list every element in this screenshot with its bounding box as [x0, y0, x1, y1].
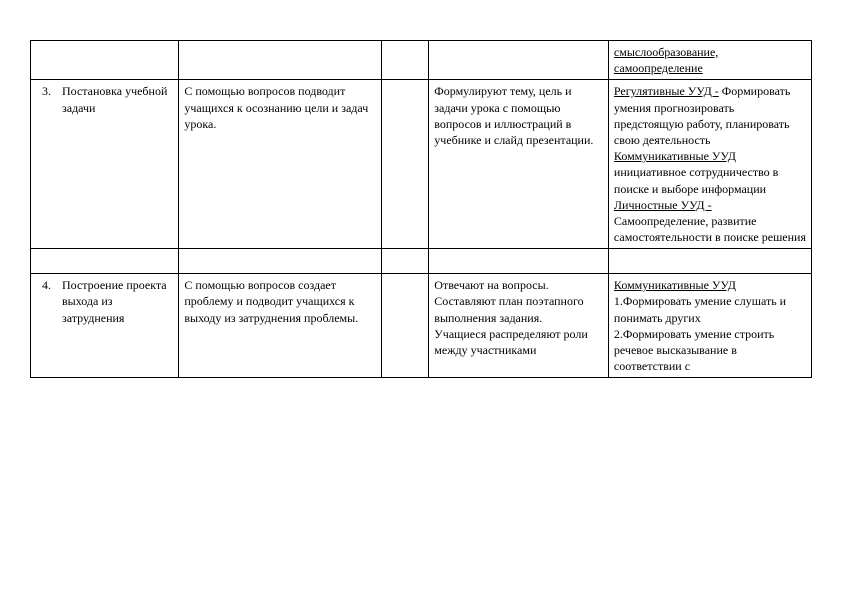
cell-blank — [382, 274, 429, 378]
uud-text: Самоопределение, развитие самостоятельно… — [614, 214, 806, 244]
cell-teacher — [179, 41, 382, 80]
uud-heading: самоопределение — [614, 61, 703, 75]
cell-students — [429, 41, 609, 80]
uud-heading: Регулятивные УУД - — [614, 84, 719, 98]
table-row: смыслообразование, самоопределение — [31, 41, 812, 80]
cell-students — [429, 249, 609, 274]
lesson-plan-table: смыслообразование, самоопределение 3. По… — [30, 40, 812, 378]
cell-blank — [382, 80, 429, 249]
uud-text: инициативное сотрудничество в поиске и в… — [614, 165, 778, 195]
stage-number: 3. — [36, 83, 55, 99]
table-row — [31, 249, 812, 274]
cell-uud: Коммуникативные УУД 1.Формировать умение… — [608, 274, 811, 378]
cell-teacher: С помощью вопросов подводит учащихся к о… — [179, 80, 382, 249]
table-row: 4. Построение проекта выхода из затрудне… — [31, 274, 812, 378]
stage-title: Построение проекта выхода из затруднения — [62, 277, 173, 326]
cell-teacher: С помощью вопросов создает проблему и по… — [179, 274, 382, 378]
cell-students: Отвечают на вопросы. Составляют план поэ… — [429, 274, 609, 378]
cell-uud — [608, 249, 811, 274]
table-row: 3. Постановка учебной задачи С помощью в… — [31, 80, 812, 249]
cell-blank — [382, 41, 429, 80]
uud-heading: Личностные УУД - — [614, 198, 712, 212]
uud-heading: Коммуникативные УУД — [614, 278, 736, 292]
stage-title: Постановка учебной задачи — [62, 83, 173, 115]
cell-stage — [31, 249, 179, 274]
cell-stage: 4. Построение проекта выхода из затрудне… — [31, 274, 179, 378]
cell-teacher — [179, 249, 382, 274]
uud-text: 1.Формировать умение слушать и понимать … — [614, 294, 786, 373]
cell-students: Формулируют тему, цель и задачи урока с … — [429, 80, 609, 249]
cell-uud: смыслообразование, самоопределение — [608, 41, 811, 80]
stage-number: 4. — [36, 277, 55, 293]
cell-stage: 3. Постановка учебной задачи — [31, 80, 179, 249]
uud-heading: смыслообразование, — [614, 45, 718, 59]
uud-heading: Коммуникативные УУД — [614, 149, 736, 163]
cell-blank — [382, 249, 429, 274]
cell-stage — [31, 41, 179, 80]
cell-uud: Регулятивные УУД - Формировать умения пр… — [608, 80, 811, 249]
